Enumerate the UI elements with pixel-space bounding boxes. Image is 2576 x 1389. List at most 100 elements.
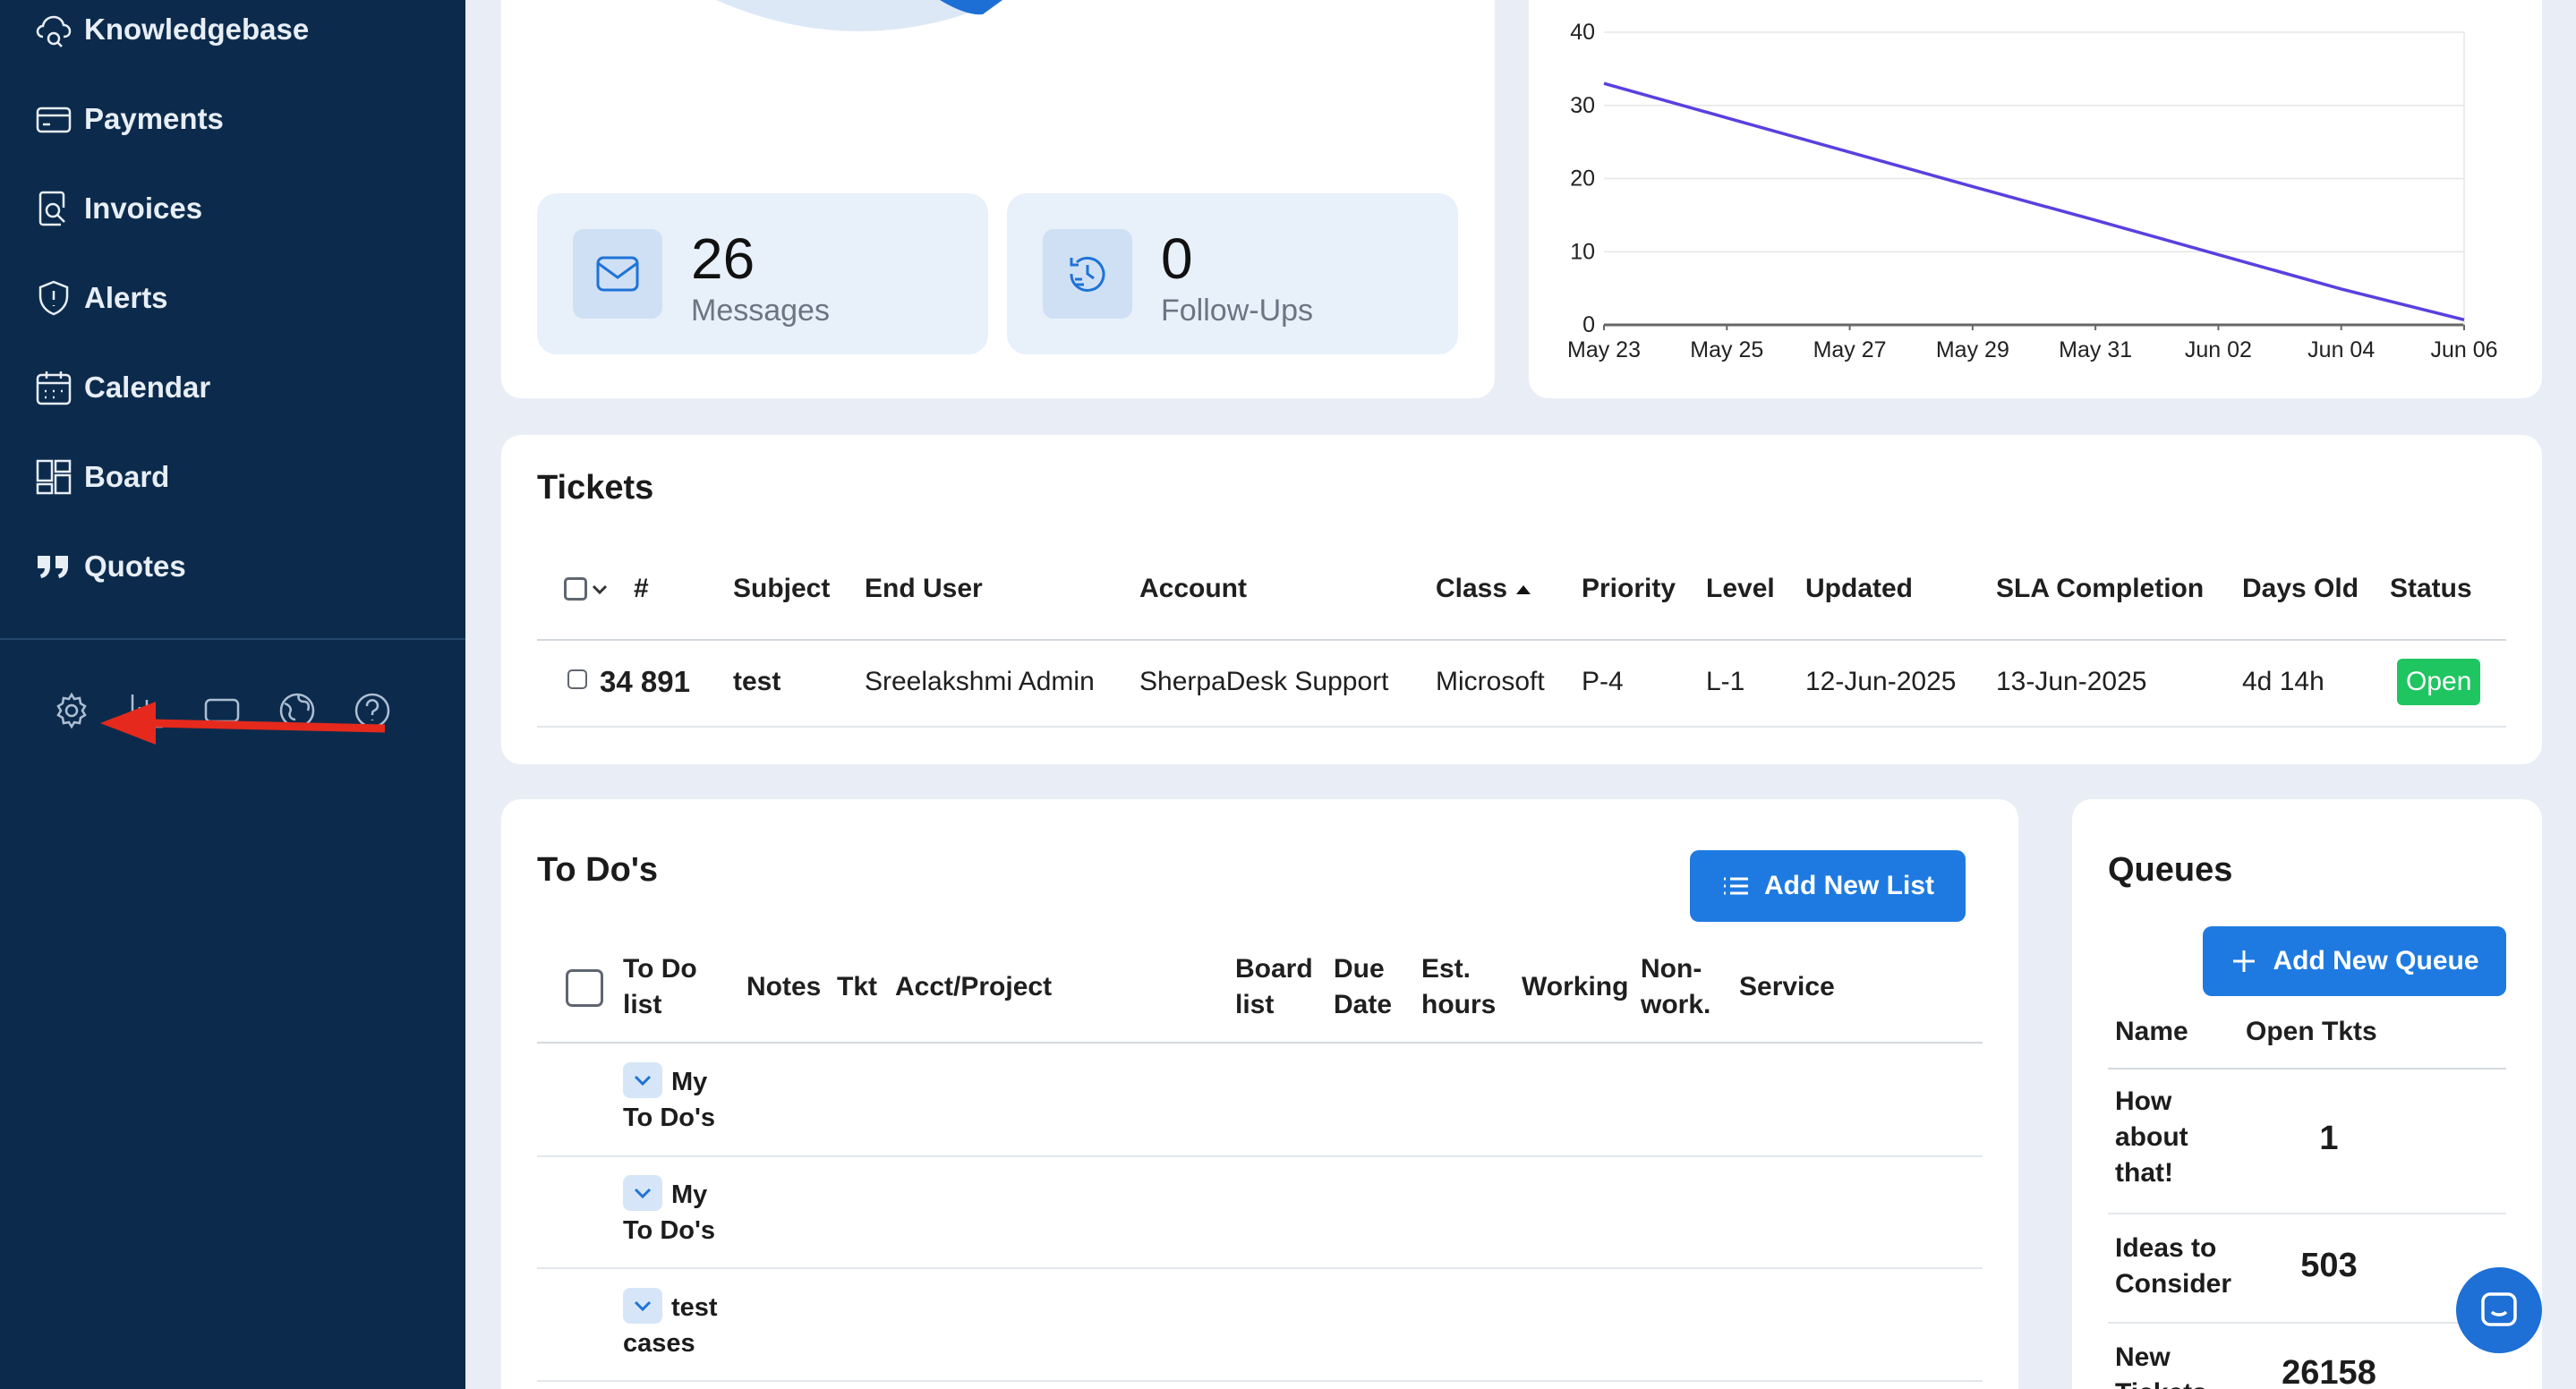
messages-stat[interactable]: 26 Messages [537,193,988,354]
sidebar-item-payments[interactable]: Payments [34,92,224,146]
ticket-level: L-1 [1706,667,1745,696]
col-level[interactable]: Level [1706,574,1775,603]
status-badge[interactable]: Open [2397,659,2481,705]
col-days-old[interactable]: Days Old [2242,574,2359,603]
row-divider [537,1380,1983,1382]
x-tick-label: Jun 06 [2430,337,2497,362]
expand-toggle[interactable] [623,1062,662,1098]
col-board-list-line2: list [1235,990,1275,1019]
todo-list-name-line2: To Do's [623,1104,716,1132]
add-new-queue-button[interactable]: Add New Queue [2203,926,2506,996]
select-all-checkbox[interactable] [564,577,587,601]
todo-list-name-line1: My [671,1180,708,1209]
chevron-down-icon [634,1075,652,1086]
col-todo-list[interactable]: To Do list [623,951,697,1023]
y-tick-label: 30 [1570,93,1595,118]
credit-card-icon [36,107,72,133]
y-tick-label: 20 [1570,166,1595,192]
sidebar-item-alerts[interactable]: Alerts [34,271,168,325]
col-non-work[interactable]: Non-work. [1641,951,1710,1023]
sidebar-item-calendar[interactable]: Calendar [34,361,210,414]
sidebar-item-label: Quotes [84,550,186,583]
sidebar-item-invoices[interactable]: Invoices [34,182,202,235]
select-all-todos-checkbox[interactable] [566,969,603,1007]
col-open-tkts[interactable]: Open Tkts [2246,1017,2377,1046]
sidebar-item-board[interactable]: Board [34,450,169,504]
col-notes[interactable]: Notes [746,972,822,1001]
col-account[interactable]: Account [1139,574,1247,603]
ticket-class: Microsoft [1436,667,1545,696]
sidebar-item-knowledgebase[interactable]: Knowledgebase [34,3,309,56]
sidebar-item-label: Payments [84,102,224,135]
ticket-subject[interactable]: test [733,667,781,696]
todo-list-name-line1: My [671,1068,708,1096]
col-est-hours-line2: hours [1421,990,1497,1019]
ticket-number[interactable]: 34 891 [600,665,690,698]
expand-toggle[interactable] [623,1175,662,1211]
col-tkt[interactable]: Tkt [837,972,877,1001]
col-non-work-line2: work. [1641,990,1711,1019]
col-todo-list-line1: To Do [623,954,697,984]
chevron-down-icon[interactable] [591,581,609,599]
row-divider [537,1155,1983,1157]
y-tick-label: 0 [1582,312,1595,337]
add-new-list-button[interactable]: Add New List [1690,850,1966,922]
todos-title: To Do's [537,851,658,889]
col-board-list[interactable]: Board list [1235,951,1313,1023]
col-end-user[interactable]: End User [865,574,983,603]
col-service[interactable]: Service [1739,972,1835,1001]
todo-list-name-line2: To Do's [623,1216,716,1245]
tickets-title: Tickets [537,469,654,507]
sidebar-divider [0,638,465,640]
chat-launcher-button[interactable] [2456,1267,2542,1353]
col-est-hours[interactable]: Est. hours [1421,951,1496,1023]
queue-name-line2: about [2115,1122,2188,1152]
ticket-end-user: Sreelakshmi Admin [865,667,1095,696]
col-sla-completion[interactable]: SLA Completion [1996,574,2205,603]
y-tick-label: 10 [1570,239,1595,264]
queue-name-line1: New [2115,1342,2171,1372]
todos-header-divider [537,1042,1983,1044]
x-tick-label: May 23 [1567,337,1641,362]
tickets-card: Tickets # Subject End User Account Class… [501,435,2542,764]
col-class-label: Class [1436,574,1508,603]
col-subject[interactable]: Subject [733,574,831,603]
col-class[interactable]: Class [1436,571,1532,607]
sidebar-item-quotes[interactable]: Quotes [34,540,186,593]
row-checkbox[interactable] [567,669,587,689]
col-updated[interactable]: Updated [1805,574,1913,603]
followups-stat[interactable]: 0 Follow-Ups [1007,193,1458,354]
expand-toggle[interactable] [623,1288,662,1324]
settings-button[interactable] [52,691,91,730]
ticket-account: SherpaDesk Support [1139,667,1389,696]
list-icon [1723,877,1748,895]
y-tick-label: 40 [1570,20,1595,45]
followups-icon-box [1043,229,1132,319]
queues-title: Queues [2108,851,2233,889]
col-due-date[interactable]: Due Date [1334,951,1392,1023]
col-todo-list-line2: list [623,990,662,1019]
queue-name-line2: Consider [2115,1269,2232,1299]
queue-name-line3: that! [2115,1158,2173,1188]
summary-card: 26 Messages 0 Follow-Ups [501,0,1495,398]
col-working[interactable]: Working [1522,972,1629,1001]
x-tick-label: May 25 [1690,337,1763,362]
x-tick-label: Jun 02 [2185,337,2252,362]
sort-asc-icon [1516,585,1531,595]
messages-label: Messages [691,294,830,328]
plus-icon [2233,950,2256,972]
chevron-down-icon [634,1300,652,1312]
mail-icon [596,256,639,292]
x-tick-label: May 31 [2059,337,2132,362]
ticket-days-old: 4d 14h [2242,667,2324,696]
col-acct-project[interactable]: Acct/Project [895,972,1053,1001]
col-status[interactable]: Status [2390,574,2472,603]
todos-card: To Do's Add New List To Do list Notes Tkt… [501,799,2018,1389]
col-priority[interactable]: Priority [1582,574,1676,603]
chevron-down-icon [634,1188,652,1199]
messages-icon-box [573,229,662,319]
x-tick-label: May 27 [1813,337,1887,362]
col-queue-name[interactable]: Name [2115,1017,2188,1046]
col-number[interactable]: # [634,574,649,603]
